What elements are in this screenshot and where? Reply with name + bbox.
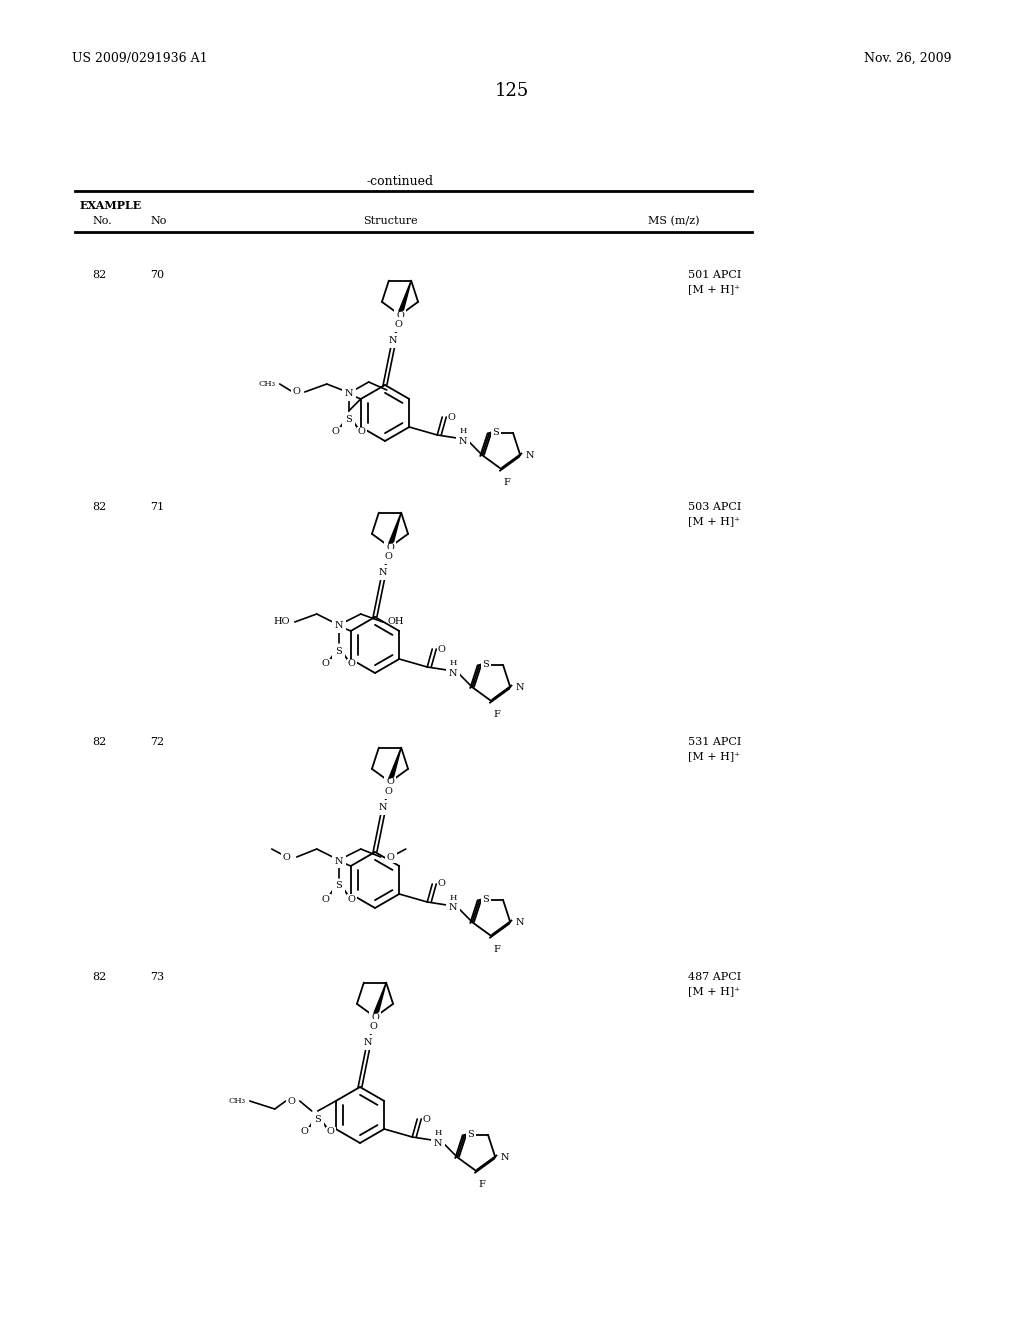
Text: S: S (345, 414, 352, 424)
Text: O: O (447, 412, 455, 421)
Text: N: N (364, 1038, 373, 1047)
Text: N: N (459, 437, 468, 446)
Text: 72: 72 (150, 737, 164, 747)
Text: 531 APCI: 531 APCI (688, 737, 741, 747)
Text: F: F (494, 710, 501, 719)
Text: OH: OH (388, 618, 404, 627)
Text: 73: 73 (150, 972, 164, 982)
Text: MS (m/z): MS (m/z) (648, 216, 700, 226)
Polygon shape (398, 281, 412, 312)
Text: O: O (348, 660, 355, 668)
Text: O: O (386, 543, 394, 552)
Text: 82: 82 (92, 271, 106, 280)
Text: CH₃: CH₃ (228, 1097, 246, 1105)
Text: O: O (437, 879, 445, 888)
Text: O: O (283, 853, 291, 862)
Text: O: O (327, 1127, 335, 1137)
Text: N: N (389, 337, 397, 345)
Text: O: O (384, 787, 392, 796)
Text: O: O (332, 428, 340, 437)
Text: [M + H]⁺: [M + H]⁺ (688, 284, 740, 294)
Text: O: O (357, 428, 366, 437)
Text: N: N (515, 917, 523, 927)
Text: 71: 71 (150, 502, 164, 512)
Text: N: N (379, 803, 387, 812)
Text: O: O (301, 1127, 308, 1137)
Text: O: O (437, 644, 445, 653)
Text: N: N (449, 903, 458, 912)
Text: O: O (384, 552, 392, 561)
Polygon shape (389, 747, 401, 779)
Text: N: N (335, 622, 343, 631)
Text: 82: 82 (92, 502, 106, 512)
Text: [M + H]⁺: [M + H]⁺ (688, 751, 740, 762)
Text: 501 APCI: 501 APCI (688, 271, 741, 280)
Text: N: N (379, 568, 387, 577)
Text: S: S (314, 1114, 322, 1123)
Text: H: H (450, 894, 457, 902)
Text: 487 APCI: 487 APCI (688, 972, 741, 982)
Text: F: F (479, 1180, 485, 1189)
Text: 82: 82 (92, 737, 106, 747)
Text: O: O (371, 1012, 379, 1022)
Text: O: O (396, 310, 403, 319)
Text: H: H (434, 1129, 442, 1137)
Text: 503 APCI: 503 APCI (688, 502, 741, 512)
Text: 125: 125 (495, 82, 529, 100)
Text: N: N (525, 450, 534, 459)
Polygon shape (389, 512, 401, 544)
Text: [M + H]⁺: [M + H]⁺ (688, 986, 740, 997)
Text: N: N (335, 857, 343, 866)
Text: S: S (493, 428, 500, 437)
Text: N: N (434, 1138, 442, 1147)
Text: S: S (336, 882, 342, 891)
Text: O: O (348, 895, 355, 903)
Text: N: N (515, 682, 523, 692)
Text: O: O (322, 660, 330, 668)
Text: CH₃: CH₃ (259, 380, 275, 388)
Text: S: S (482, 660, 489, 669)
Text: -continued: -continued (367, 176, 433, 187)
Text: O: O (386, 777, 394, 787)
Text: [M + H]⁺: [M + H]⁺ (688, 516, 740, 525)
Text: N: N (344, 389, 353, 399)
Text: No: No (150, 216, 166, 226)
Text: F: F (504, 478, 511, 487)
Text: O: O (370, 1022, 377, 1031)
Text: Nov. 26, 2009: Nov. 26, 2009 (864, 51, 952, 65)
Text: F: F (494, 945, 501, 954)
Text: N: N (449, 668, 458, 677)
Text: US 2009/0291936 A1: US 2009/0291936 A1 (72, 51, 208, 65)
Text: O: O (322, 895, 330, 903)
Text: O: O (288, 1097, 296, 1106)
Text: S: S (336, 647, 342, 656)
Text: EXAMPLE: EXAMPLE (80, 201, 142, 211)
Text: O: O (293, 388, 301, 396)
Text: O: O (394, 321, 402, 329)
Text: H: H (450, 659, 457, 667)
Text: S: S (482, 895, 489, 904)
Text: N: N (501, 1152, 509, 1162)
Polygon shape (374, 982, 386, 1014)
Text: Structure: Structure (362, 216, 418, 226)
Text: S: S (468, 1130, 474, 1139)
Text: 70: 70 (150, 271, 164, 280)
Text: O: O (387, 853, 394, 862)
Text: O: O (422, 1114, 430, 1123)
Text: H: H (460, 426, 467, 436)
Text: HO: HO (273, 618, 290, 627)
Text: No.: No. (92, 216, 112, 226)
Text: 82: 82 (92, 972, 106, 982)
